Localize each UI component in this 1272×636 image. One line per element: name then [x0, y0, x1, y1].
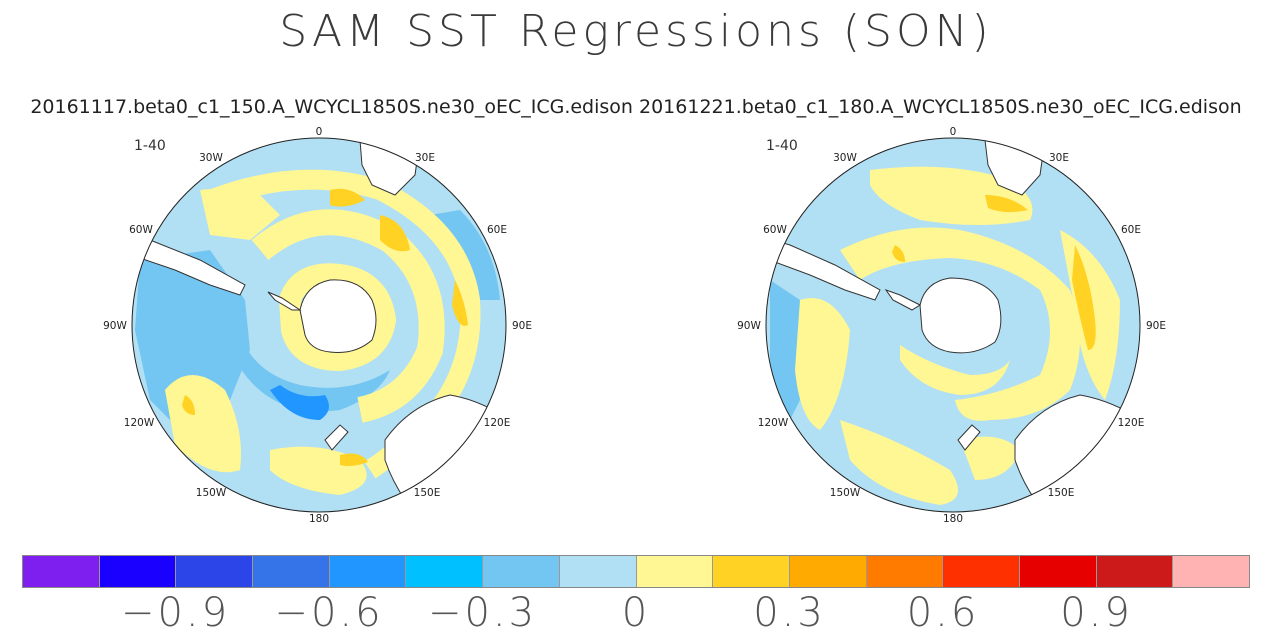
colorbar-segment — [1096, 556, 1174, 587]
lon-label: 120W — [758, 417, 789, 429]
lon-label: 120E — [484, 417, 511, 429]
colorbar-tick-label: −0.3 — [427, 590, 538, 636]
map-boundary — [765, 137, 1141, 513]
lon-label: 180 — [309, 513, 329, 525]
colorbar-tick-label: 0.9 — [1060, 590, 1133, 636]
lon-label: 90W — [737, 320, 761, 332]
colorbar-segment — [1019, 556, 1097, 587]
lon-label: 90E — [1146, 320, 1166, 332]
colorbar — [22, 555, 1250, 588]
colorbar-segment — [253, 556, 330, 587]
colorbar-tick-label: −0.6 — [274, 590, 384, 636]
lon-label: 90E — [512, 320, 532, 332]
lon-label: 120W — [124, 417, 155, 429]
colorbar-segment — [406, 556, 484, 587]
colorbar-segment — [99, 556, 177, 587]
map-boundary — [131, 137, 507, 513]
colorbar-segment — [559, 556, 637, 587]
colorbar-segment — [943, 556, 1020, 587]
polar-maps: 1-40 0 30E 60E 90E 120E 150E 180 150W 12… — [103, 126, 1166, 525]
lon-label: 30W — [199, 152, 223, 164]
colorbar-segment — [483, 556, 560, 587]
colorbar-tick-label: 0 — [621, 590, 651, 636]
lon-label: 30W — [833, 152, 857, 164]
colorbar-segment — [23, 556, 100, 587]
lon-label: 60W — [763, 224, 787, 236]
range-label: 1-40 — [134, 138, 166, 154]
colorbar-segment — [329, 556, 407, 587]
lon-label: 0 — [316, 126, 323, 138]
lon-label: 60E — [1121, 224, 1141, 236]
colorbar-tick-label: 0.6 — [906, 590, 980, 636]
colorbar-segment — [789, 556, 867, 587]
colorbar-segment — [1173, 556, 1249, 587]
lon-label: 90W — [103, 320, 127, 332]
colorbar-tick-label: 0.3 — [753, 590, 826, 636]
lon-label: 180 — [943, 513, 963, 525]
page-title: SAM SST Regressions (SON) — [279, 6, 993, 57]
colorbar-segment — [866, 556, 944, 587]
lon-label: 30E — [1049, 152, 1069, 164]
lon-label: 120E — [1118, 417, 1145, 429]
lon-label: 60W — [129, 224, 153, 236]
map-right: 1-40 0 30E 60E 90E 120E 150E 180 150W 12… — [737, 126, 1166, 525]
lon-label: 150E — [414, 487, 441, 499]
map-left: 1-40 0 30E 60E 90E 120E 150E 180 150W 12… — [103, 126, 532, 525]
colorbar-segment — [713, 556, 790, 587]
colorbar-tick-label: −0.9 — [120, 590, 231, 636]
lon-label: 150W — [830, 487, 861, 499]
lon-label: 60E — [487, 224, 507, 236]
lon-label: 30E — [415, 152, 435, 164]
experiment-caption: 20161117.beta0_c1_150.A_WCYCL1850S.ne30_… — [30, 96, 1242, 118]
lon-label: 150W — [196, 487, 227, 499]
colorbar-segment — [636, 556, 714, 587]
colorbar-segment — [176, 556, 254, 587]
lon-label: 150E — [1048, 487, 1075, 499]
lon-label: 0 — [950, 126, 957, 138]
range-label: 1-40 — [766, 138, 798, 154]
